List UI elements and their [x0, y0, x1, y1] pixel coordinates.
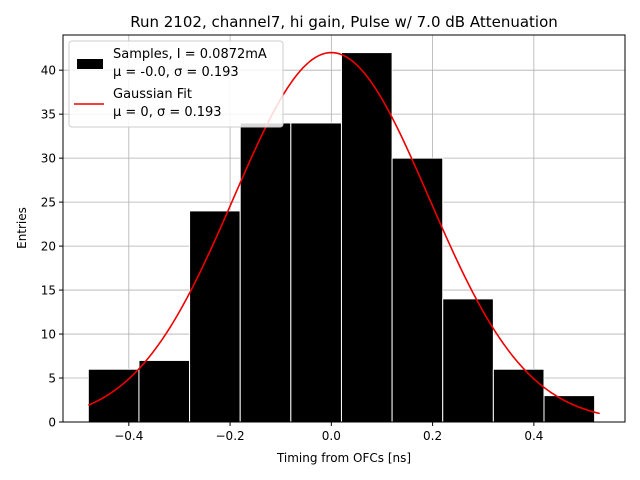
legend-samples-swatch [77, 59, 103, 69]
histogram-bars [87, 52, 596, 423]
y-tick-label: 10 [41, 328, 56, 342]
chart-title: Run 2102, channel7, hi gain, Pulse w/ 7.… [130, 13, 558, 31]
legend-fit-stats: μ = 0, σ = 0.193 [113, 105, 222, 120]
y-tick-label: 20 [41, 240, 56, 254]
x-tick-label: 0.2 [423, 429, 442, 443]
y-axis-title: Entries [15, 207, 29, 249]
histogram-bar [391, 157, 444, 423]
histogram-bar [87, 368, 140, 423]
x-tick-label: −0.4 [114, 429, 143, 443]
x-axis-ticks: −0.4 −0.2 0.0 0.2 0.4 [114, 422, 543, 443]
legend-samples-stats: μ = -0.0, σ = 0.193 [113, 65, 239, 80]
histogram-bar [189, 210, 241, 423]
x-axis-title: Timing from OFCs [ns] [276, 451, 411, 465]
y-tick-label: 0 [48, 416, 56, 430]
x-tick-label: 0.0 [322, 429, 341, 443]
y-tick-label: 30 [41, 152, 56, 166]
legend: Samples, I = 0.0872mA μ = -0.0, σ = 0.19… [68, 40, 284, 128]
y-axis-ticks: 0 5 10 15 20 25 30 35 40 [41, 64, 63, 430]
x-tick-label: −0.2 [216, 429, 245, 443]
y-tick-label: 5 [48, 372, 56, 386]
x-tick-label: 0.4 [524, 429, 543, 443]
histogram-bar [340, 52, 393, 423]
y-tick-label: 40 [41, 64, 56, 78]
legend-fit-label: Gaussian Fit [113, 87, 192, 102]
y-tick-label: 35 [41, 108, 56, 122]
histogram-bar [543, 395, 596, 423]
histogram-bar [492, 368, 545, 423]
histogram-bar [138, 359, 191, 423]
y-tick-label: 15 [41, 284, 56, 298]
histogram-bar [442, 298, 494, 423]
gaussian-fit-curve [87, 51, 600, 415]
legend-box [68, 40, 284, 128]
histogram-bar [239, 122, 292, 423]
histogram-bar [290, 122, 342, 423]
y-tick-label: 25 [41, 196, 56, 210]
plot-frame [62, 34, 626, 423]
legend-samples-label: Samples, I = 0.0872mA [113, 47, 267, 62]
